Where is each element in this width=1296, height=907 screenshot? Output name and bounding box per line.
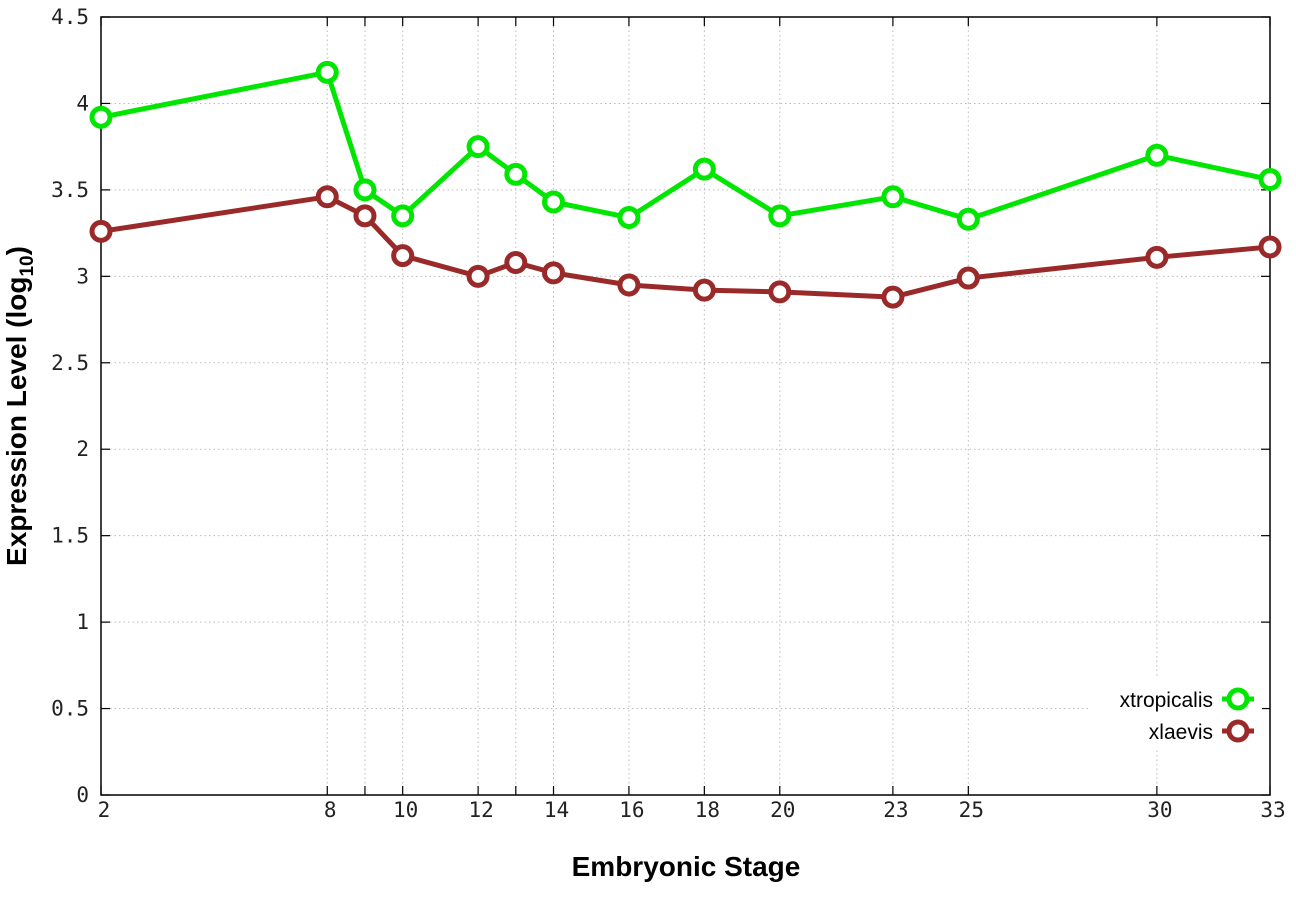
data-point-xtropicalis [466, 135, 490, 159]
data-point-xtropicalis [542, 190, 566, 214]
data-point-xlaevis [542, 261, 566, 285]
x-axis-title: Embryonic Stage [572, 851, 801, 882]
x-tick-label: 18 [695, 798, 720, 822]
data-point-xtropicalis [391, 204, 415, 228]
legend-label-xtropicalis: xtropicalis [1120, 689, 1213, 712]
data-point-xlaevis [1145, 245, 1169, 269]
legend-marker-xtropicalis [1226, 687, 1250, 711]
grid-lines [101, 17, 1270, 795]
x-tick-label: 14 [544, 798, 569, 822]
x-tick-label: 23 [883, 798, 908, 822]
series-line-xtropicalis [98, 69, 1273, 222]
y-tick-label: 4 [76, 91, 89, 115]
y-tick-label: 2 [76, 437, 89, 461]
data-point-xtropicalis [353, 178, 377, 202]
data-point-xlaevis [353, 204, 377, 228]
series-xtropicalis [89, 60, 1282, 231]
data-point-xlaevis [768, 280, 792, 304]
data-point-xlaevis [466, 264, 490, 288]
legend-label-xlaevis: xlaevis [1149, 721, 1213, 744]
data-point-xtropicalis [1258, 168, 1282, 192]
y-axis-title-main: Expression Level (log [1, 277, 32, 566]
series-xlaevis [89, 185, 1282, 309]
data-point-xtropicalis [692, 157, 716, 181]
data-point-xlaevis [315, 185, 339, 209]
data-point-xlaevis [617, 273, 641, 297]
legend-marker-xlaevis [1226, 719, 1250, 743]
axis-ticks: 0 0.5 1 1.5 2 2.5 3 3.5 4 4.5 2 8 10 12 14 16 18 20 23 25 30… [51, 5, 1286, 822]
y-tick-label: 3 [76, 264, 89, 288]
data-point-xtropicalis [1145, 143, 1169, 167]
data-point-xlaevis [504, 251, 528, 275]
data-point-xtropicalis [315, 60, 339, 84]
x-tick-label: 33 [1260, 798, 1285, 822]
data-point-xtropicalis [768, 204, 792, 228]
data-point-xtropicalis [881, 185, 905, 209]
x-tick-label: 12 [468, 798, 493, 822]
data-point-xlaevis [956, 266, 980, 290]
y-tick-label: 1 [76, 610, 89, 634]
x-tick-label: 2 [98, 798, 111, 822]
y-tick-label: 3.5 [51, 178, 89, 202]
y-tick-label: 0.5 [51, 697, 89, 721]
data-point-xtropicalis [956, 207, 980, 231]
y-tick-label: 2.5 [51, 351, 89, 375]
data-point-xtropicalis [617, 206, 641, 230]
x-tick-label: 30 [1147, 798, 1172, 822]
data-point-xlaevis [89, 219, 113, 243]
y-tick-label: 4.5 [51, 5, 89, 29]
y-axis-title: Expression Level (log10) [1, 246, 38, 566]
y-tick-label: 0 [76, 783, 89, 807]
y-axis-title-close: ) [1, 246, 32, 255]
data-point-xlaevis [692, 278, 716, 302]
plot-frame [100, 16, 1271, 796]
y-axis-title-subscript: 10 [17, 255, 38, 276]
x-tick-label: 16 [619, 798, 644, 822]
data-point-xlaevis [881, 285, 905, 309]
series-line-xlaevis [98, 194, 1273, 300]
x-tick-label: 10 [393, 798, 418, 822]
data-point-xtropicalis [89, 105, 113, 129]
y-tick-label: 1.5 [51, 524, 89, 548]
x-tick-label: 25 [959, 798, 984, 822]
legend: xtropicalis xlaevis [1090, 678, 1262, 748]
data-point-xlaevis [391, 244, 415, 268]
data-point-xlaevis [1258, 235, 1282, 259]
x-tick-label: 20 [770, 798, 795, 822]
data-point-xtropicalis [504, 162, 528, 186]
x-tick-label: 8 [324, 798, 337, 822]
series-layer [89, 60, 1282, 309]
